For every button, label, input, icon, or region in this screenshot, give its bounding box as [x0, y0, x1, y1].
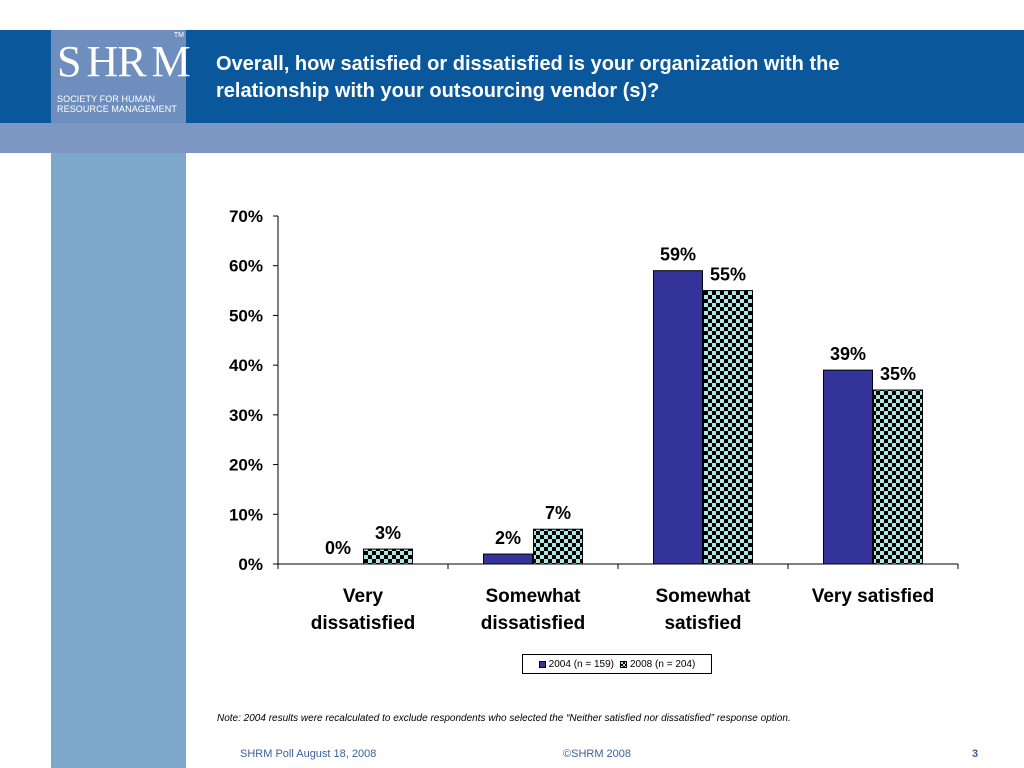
- data-label-2004: 39%: [830, 344, 866, 364]
- shrm-logo: S H R M TM SOCIETY FOR HUMAN RESOURCE MA…: [51, 30, 191, 123]
- data-label-2008: 3%: [375, 523, 401, 543]
- y-tick-label: 30%: [229, 406, 263, 425]
- legend-item-2004: 2004 (n = 159): [538, 658, 614, 670]
- legend-label-2008: 2008 (n = 204): [630, 658, 696, 670]
- bar-2008: [703, 290, 753, 565]
- slide-title: Overall, how satisfied or dissatisfied i…: [216, 51, 976, 105]
- data-label-2004: 59%: [660, 245, 696, 265]
- logo-letter-r: R: [117, 37, 146, 86]
- bar-2004: [653, 270, 703, 565]
- category-label: Somewhat dissatisfied: [481, 586, 586, 634]
- logo-letter-m: M: [151, 37, 191, 86]
- bar-2008: [533, 528, 583, 565]
- logo-subtitle: SOCIETY FOR HUMAN RESOURCE MANAGEMENT: [57, 94, 182, 114]
- legend-label-2004: 2004 (n = 159): [548, 658, 614, 670]
- bar-chart: 0% 10% 20% 30% 40% 50% 60% 70% Very dissatisfied S…: [229, 207, 959, 634]
- top-strip: [0, 0, 1024, 30]
- legend-swatch-2008: [620, 660, 627, 668]
- sub-band: [0, 123, 1024, 153]
- y-tick-label: 0%: [238, 555, 263, 574]
- data-label-2008: 35%: [880, 364, 916, 384]
- category-label: Very satisfied: [812, 586, 935, 607]
- legend-swatch-2004: [538, 660, 546, 668]
- slide-title-line2: relationship with your outsourcing vendo…: [216, 80, 660, 102]
- logo-subtitle-line1: SOCIETY FOR HUMAN: [57, 94, 156, 104]
- bar-2004: [483, 553, 533, 565]
- logo-letter-s: S: [57, 37, 82, 86]
- logo-letter-h: H: [86, 37, 118, 86]
- slide-title-line1: Overall, how satisfied or dissatisfied i…: [216, 53, 840, 75]
- chart-legend: 2004 (n = 159) 2008 (n = 204): [522, 654, 712, 674]
- y-tick-label: 50%: [229, 306, 263, 325]
- page-number: 3: [972, 748, 979, 760]
- bar-2008: [873, 389, 923, 565]
- data-label-2008: 55%: [710, 265, 746, 285]
- bar-2008: [363, 548, 413, 565]
- data-label-2004: 0%: [325, 538, 351, 558]
- logo-letters: S H R M: [57, 36, 191, 86]
- logo-subtitle-line2: RESOURCE MANAGEMENT: [57, 104, 177, 114]
- y-tick-label: 20%: [229, 456, 263, 475]
- footer-poll-date: SHRM Poll August 18, 2008: [240, 748, 377, 760]
- y-tick-label: 70%: [229, 207, 263, 226]
- category-label: Somewhat satisfied: [655, 586, 751, 634]
- category-label: Very dissatisfied: [311, 586, 416, 634]
- y-tick-label: 40%: [229, 356, 263, 375]
- data-label-2004: 2%: [495, 528, 521, 548]
- logo-trademark: TM: [173, 32, 184, 39]
- data-label-2008: 7%: [545, 503, 571, 523]
- left-column: [51, 153, 186, 768]
- footnote: Note: 2004 results were recalculated to …: [217, 713, 791, 724]
- y-tick-label: 10%: [229, 505, 263, 524]
- legend-item-2008: 2008 (n = 204): [620, 659, 695, 670]
- y-tick-label: 60%: [229, 257, 263, 276]
- footer-copyright: ©SHRM 2008: [563, 748, 632, 760]
- bar-2004: [823, 369, 873, 565]
